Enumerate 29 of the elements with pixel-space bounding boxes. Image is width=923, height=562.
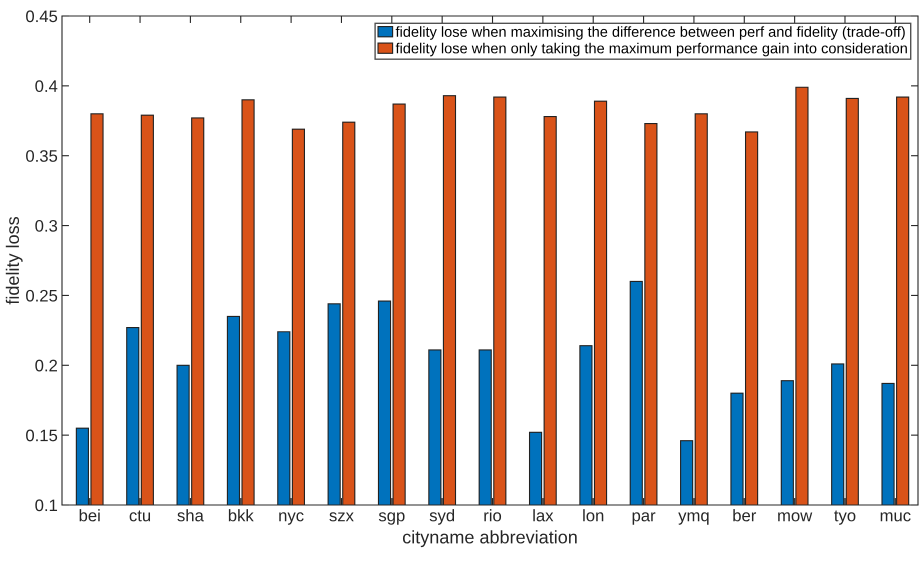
x-tick-label: sgp (378, 512, 405, 525)
x-tick-label: rio (484, 509, 502, 522)
x-tick-label: par (632, 512, 656, 525)
x-tick-label: lon (583, 509, 604, 522)
y-tick-label: 0.25 (26, 290, 58, 302)
legend-label: fidelity lose when maximising the difference between perf and fidelity (trade-off) (396, 26, 905, 40)
y-tick-label: 0.1 (35, 499, 58, 512)
y-tick-label: 0.15 (26, 430, 58, 442)
x-tick-label: muc (880, 512, 911, 522)
x-tick-label: syd (430, 509, 454, 525)
x-tick-label: mow (778, 512, 812, 522)
x-tick-label: nyc (279, 512, 304, 525)
y-tick-label: 0.4 (35, 80, 58, 92)
y-tick-label: 0.35 (26, 150, 58, 162)
y-tick-label: 0.2 (35, 360, 57, 372)
y-tick-label: 0.45 (26, 10, 58, 22)
x-tick-label: ber (733, 509, 756, 522)
y-axis-title: fidelity loss (6, 217, 23, 304)
x-tick-label: sha (177, 509, 204, 522)
x-tick-label: ymq (678, 512, 709, 525)
x-tick-label: bkk (228, 509, 254, 522)
x-tick-label: lax (533, 509, 554, 522)
x-tick-label: bei (80, 509, 100, 522)
x-tick-label: tyo (834, 510, 856, 525)
y-tick-label: 0.3 (35, 220, 58, 232)
legend-label: fidelity lose when only taking the maximum performance gain into consideration (396, 42, 907, 56)
x-axis-title: cityname abbreviation (402, 530, 577, 548)
x-tick-label: szx (329, 512, 354, 522)
x-tick-label: ctu (130, 510, 150, 522)
